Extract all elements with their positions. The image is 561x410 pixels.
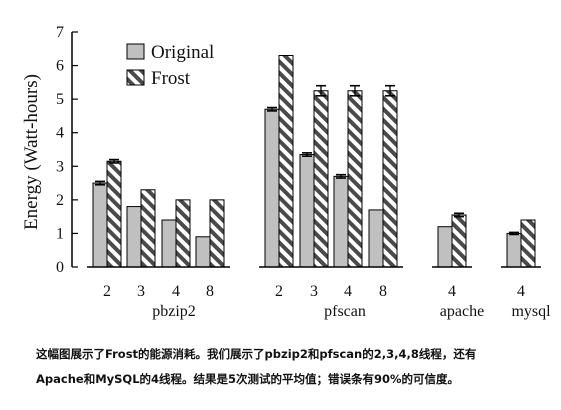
x-tick-label: 4	[172, 283, 180, 300]
bar-original	[195, 236, 211, 268]
x-group-label: mysql	[511, 303, 551, 320]
y-tick-label: 5	[56, 91, 64, 108]
y-tick-label: 1	[56, 225, 64, 242]
bar-original	[92, 182, 108, 268]
caption-line-2: Apache和MySQL的4线程。结果是5次测试的平均值；错误条有90%的可信度…	[36, 372, 460, 386]
bar-original	[368, 209, 384, 268]
legend-swatch-frost	[126, 69, 145, 86]
y-tick-label: 3	[56, 158, 64, 175]
bar-original	[126, 206, 142, 268]
x-tick-label: 2	[103, 283, 111, 300]
caption-line-1: 这幅图展示了Frost的能源消耗。我们展示了pbzip2和pfscan的2,3,…	[36, 347, 477, 361]
bar-frost	[278, 55, 294, 268]
bar-frost	[175, 199, 191, 268]
y-tick-label: 7	[56, 24, 64, 41]
x-tick-label: 8	[206, 283, 214, 300]
bar-original	[264, 108, 280, 268]
x-tick-label: 4	[448, 283, 456, 300]
bar-frost	[140, 189, 156, 268]
x-tick-label: 3	[137, 283, 145, 300]
x-group-label: pbzip2	[152, 303, 196, 320]
bar-original	[161, 219, 177, 268]
bar-original	[333, 175, 349, 268]
bar-frost	[382, 90, 398, 268]
bar-frost	[520, 219, 536, 268]
bar-original	[299, 154, 315, 268]
legend-swatch-original	[126, 43, 145, 60]
x-tick-label: 4	[344, 283, 352, 300]
x-tick-label: 3	[310, 283, 318, 300]
y-tick-label: 6	[56, 58, 64, 75]
x-group-label: pfscan	[324, 303, 366, 320]
bar-original	[437, 226, 453, 268]
figure-caption: 这幅图展示了Frost的能源消耗。我们展示了pbzip2和pfscan的2,3,…	[36, 342, 556, 392]
bar-frost	[106, 160, 122, 268]
legend-label-original: Original	[151, 42, 214, 63]
y-tick-label: 2	[56, 192, 64, 209]
x-tick-label: 8	[379, 283, 387, 300]
energy-bar-chart: 0 1 2 3 4 5 6 7 2 3 4 8 pbzip2 2 3 4 8 pfscan 4 apache 4 mysq…	[21, 24, 551, 320]
bar-original	[506, 232, 522, 268]
y-tick-label: 4	[56, 125, 64, 142]
bar-frost	[313, 90, 329, 268]
y-tick-label: 0	[56, 259, 64, 276]
bar-frost	[209, 199, 225, 268]
bar-frost	[347, 90, 363, 268]
y-axis-title: Energy (Watt-hours)	[21, 74, 42, 230]
x-tick-label: 4	[517, 283, 525, 300]
bar-frost	[451, 214, 467, 268]
x-tick-label: 2	[275, 283, 283, 300]
legend-label-frost: Frost	[151, 68, 191, 89]
x-group-label: apache	[440, 303, 484, 320]
